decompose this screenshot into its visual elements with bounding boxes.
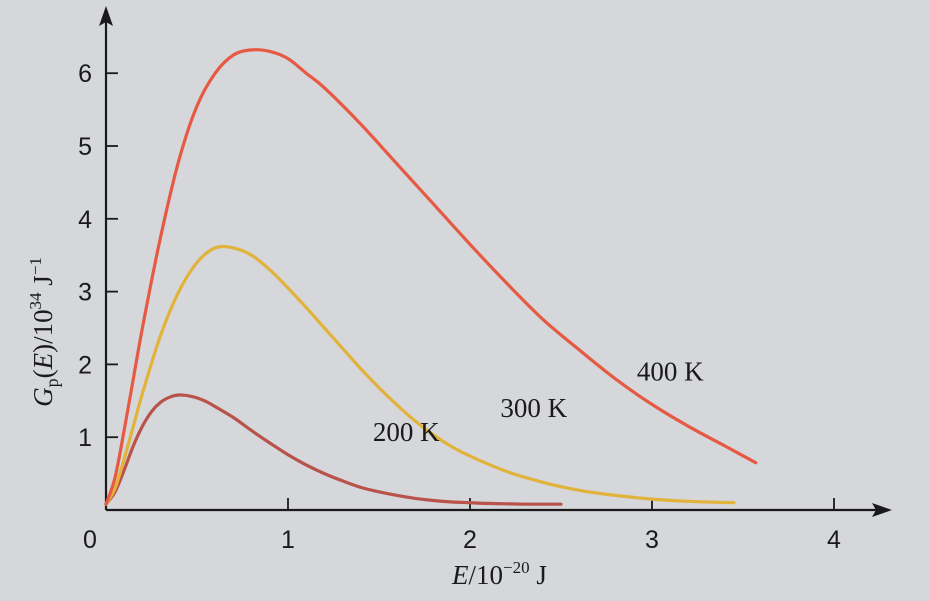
y-label-scale: )/10: [28, 309, 58, 353]
y-tick-label: 6: [78, 60, 92, 88]
x-axis-ticks: 0 1 2 3 4: [83, 498, 841, 554]
series-line-300-k: [104, 244, 736, 506]
series-annotations: 200 K 300 K 400 K: [373, 356, 704, 446]
x-tick-label: 1: [281, 526, 295, 554]
x-axis-arrowhead: [872, 503, 892, 517]
y-tick-label: 4: [78, 206, 92, 234]
x-tick-label: 4: [827, 526, 841, 554]
x-tick-label: 3: [645, 526, 659, 554]
x-label-variable: E: [451, 560, 469, 590]
y-axis-label: Gp(E)/1034 J−1: [26, 257, 62, 407]
y-label-exponent: 34: [26, 292, 45, 310]
y-label-function: G: [28, 387, 58, 407]
x-tick-label: 0: [83, 526, 97, 554]
y-tick-label: 1: [78, 424, 92, 452]
series-line-400-k: [104, 48, 758, 506]
x-tick-label: 2: [463, 526, 477, 554]
x-label-scale: /10: [469, 560, 504, 590]
y-label-unit: J: [28, 275, 58, 292]
x-axis-label: E/10−20 J: [451, 558, 547, 590]
series-line-200-k: [104, 393, 563, 506]
x-label-exponent: −20: [503, 558, 530, 577]
y-axis-ticks: 1 2 3 4 5 6: [78, 60, 118, 452]
series-label-300-k: 300 K: [500, 393, 567, 423]
series-label-200-k: 200 K: [373, 417, 440, 447]
y-label-open-paren: (: [28, 369, 58, 378]
y-label-variable: E: [28, 352, 58, 370]
x-label-unit: J: [530, 560, 547, 590]
y-tick-label: 3: [78, 279, 92, 307]
y-axis-arrowhead: [99, 6, 113, 26]
y-label-subscript: p: [42, 378, 62, 387]
y-tick-label: 2: [78, 351, 92, 379]
y-label-unit-exponent: −1: [26, 257, 45, 275]
series-label-400-k: 400 K: [637, 356, 704, 386]
series-curves: [104, 48, 758, 506]
y-tick-label: 5: [78, 133, 92, 161]
